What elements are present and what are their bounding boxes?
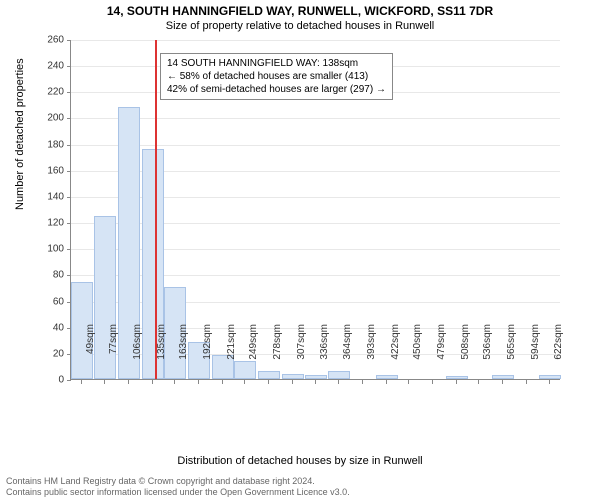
page-subtitle: Size of property relative to detached ho… [0, 18, 600, 32]
xtick-label: 249sqm [248, 324, 259, 384]
xtick-mark [386, 380, 387, 384]
gridline [71, 118, 560, 119]
xtick-mark [549, 380, 550, 384]
xtick-mark [292, 380, 293, 384]
ytick-label: 20 [34, 348, 64, 359]
ytick-label: 180 [34, 139, 64, 150]
ytick-label: 160 [34, 165, 64, 176]
ytick-label: 0 [34, 375, 64, 386]
xtick-label: 622sqm [553, 324, 564, 384]
ytick-mark [67, 275, 71, 276]
ytick-mark [67, 66, 71, 67]
ytick-mark [67, 302, 71, 303]
ytick-label: 80 [34, 270, 64, 281]
xtick-mark [104, 380, 105, 384]
xtick-label: 221sqm [226, 324, 237, 384]
ytick-mark [67, 328, 71, 329]
y-axis-label: Number of detached properties [14, 58, 26, 210]
xtick-label: 307sqm [296, 324, 307, 384]
xtick-mark [152, 380, 153, 384]
xtick-label: 77sqm [108, 324, 119, 384]
ytick-label: 200 [34, 113, 64, 124]
xtick-label: 422sqm [390, 324, 401, 384]
xtick-label: 393sqm [366, 324, 377, 384]
xtick-mark [338, 380, 339, 384]
xtick-mark [244, 380, 245, 384]
xtick-mark [456, 380, 457, 384]
annotation-box: 14 SOUTH HANNINGFIELD WAY: 138sqm ← 58% … [160, 53, 393, 100]
ytick-mark [67, 197, 71, 198]
xtick-label: 565sqm [506, 324, 517, 384]
xtick-label: 479sqm [436, 324, 447, 384]
ytick-label: 240 [34, 61, 64, 72]
xtick-mark [268, 380, 269, 384]
chart-area: 020406080100120140160180200220240260 14 … [70, 40, 580, 410]
xtick-label: 278sqm [272, 324, 283, 384]
ytick-mark [67, 145, 71, 146]
xtick-mark [198, 380, 199, 384]
ytick-mark [67, 223, 71, 224]
ytick-label: 60 [34, 296, 64, 307]
ytick-label: 260 [34, 35, 64, 46]
ytick-label: 100 [34, 244, 64, 255]
xtick-label: 163sqm [178, 324, 189, 384]
ytick-mark [67, 92, 71, 93]
ytick-mark [67, 354, 71, 355]
xtick-mark [432, 380, 433, 384]
x-axis-label: Distribution of detached houses by size … [0, 455, 600, 467]
ytick-label: 140 [34, 191, 64, 202]
ytick-mark [67, 118, 71, 119]
xtick-mark [222, 380, 223, 384]
ytick-mark [67, 40, 71, 41]
xtick-label: 49sqm [85, 324, 96, 384]
gridline [71, 145, 560, 146]
xtick-label: 192sqm [202, 324, 213, 384]
xtick-mark [478, 380, 479, 384]
annotation-line: 14 SOUTH HANNINGFIELD WAY: 138sqm [167, 57, 386, 70]
xtick-label: 536sqm [482, 324, 493, 384]
xtick-mark [502, 380, 503, 384]
xtick-label: 336sqm [319, 324, 330, 384]
xtick-label: 508sqm [460, 324, 471, 384]
gridline [71, 40, 560, 41]
xtick-mark [128, 380, 129, 384]
ytick-mark [67, 380, 71, 381]
xtick-label: 450sqm [412, 324, 423, 384]
annotation-line: ← 58% of detached houses are smaller (41… [167, 70, 386, 83]
xtick-mark [362, 380, 363, 384]
ytick-label: 120 [34, 218, 64, 229]
xtick-label: 106sqm [132, 324, 143, 384]
ytick-label: 40 [34, 322, 64, 333]
xtick-label: 135sqm [156, 324, 167, 384]
footer-line: Contains HM Land Registry data © Crown c… [6, 476, 350, 487]
xtick-mark [526, 380, 527, 384]
ytick-mark [67, 171, 71, 172]
annotation-line: 42% of semi-detached houses are larger (… [167, 83, 386, 96]
xtick-mark [81, 380, 82, 384]
ytick-mark [67, 249, 71, 250]
footer-line: Contains public sector information licen… [6, 487, 350, 498]
xtick-label: 364sqm [342, 324, 353, 384]
xtick-mark [408, 380, 409, 384]
xtick-mark [174, 380, 175, 384]
ytick-label: 220 [34, 87, 64, 98]
footer-attribution: Contains HM Land Registry data © Crown c… [6, 476, 350, 498]
xtick-mark [315, 380, 316, 384]
xtick-label: 594sqm [530, 324, 541, 384]
page-title: 14, SOUTH HANNINGFIELD WAY, RUNWELL, WIC… [0, 0, 600, 18]
